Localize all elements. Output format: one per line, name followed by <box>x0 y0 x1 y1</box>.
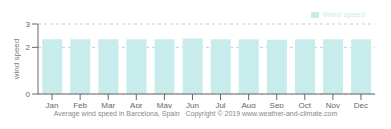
svg-text:Sep: Sep <box>270 101 285 108</box>
svg-text:0: 0 <box>26 90 31 99</box>
svg-text:Jun: Jun <box>186 101 199 108</box>
svg-text:wind speed: wind speed <box>12 39 21 80</box>
html-text:Average wind speed in Barcelon: Average wind speed in Barcelona, Spain C… <box>53 110 338 117</box>
svg-text:Feb: Feb <box>73 101 87 108</box>
svg-text:Jul: Jul <box>215 101 225 108</box>
svg-text:Dec: Dec <box>354 101 368 108</box>
svg-text:Nov: Nov <box>326 101 340 108</box>
svg-text:Apr: Apr <box>130 101 143 108</box>
svg-text:2: 2 <box>26 43 31 52</box>
svg-text:May: May <box>157 101 172 108</box>
svg-text:Oct: Oct <box>299 101 312 108</box>
svg-text:3: 3 <box>26 20 31 29</box>
svg-text:Aug: Aug <box>242 101 256 108</box>
html-text:Wind speed: Wind speed <box>322 10 365 19</box>
svg-text:Mar: Mar <box>101 101 115 108</box>
svg-text:Jan: Jan <box>46 101 59 108</box>
